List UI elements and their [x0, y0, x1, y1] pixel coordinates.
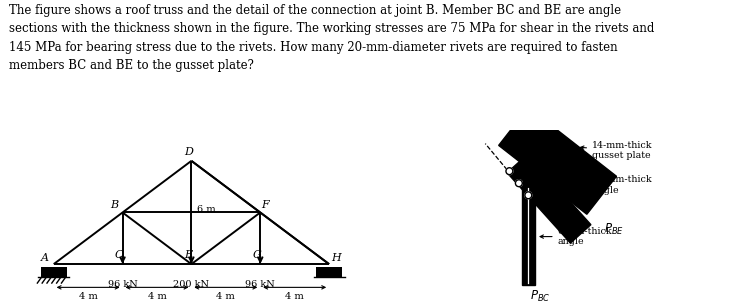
Text: D: D: [184, 146, 193, 156]
Text: 6-mm-thick
angle: 6-mm-thick angle: [540, 227, 612, 246]
Polygon shape: [498, 108, 617, 214]
Text: The figure shows a roof truss and the detail of the connection at joint B. Membe: The figure shows a roof truss and the de…: [9, 4, 654, 72]
Text: A: A: [41, 253, 49, 263]
Circle shape: [525, 192, 532, 199]
Text: 4 m: 4 m: [79, 292, 98, 301]
Text: $P_{BC}$: $P_{BC}$: [530, 289, 551, 302]
Text: C: C: [115, 250, 124, 260]
Text: 96 kN: 96 kN: [108, 281, 137, 290]
Text: 96 kN: 96 kN: [245, 281, 275, 290]
Polygon shape: [41, 267, 66, 277]
Text: 6 m: 6 m: [197, 204, 216, 214]
Text: F: F: [261, 200, 269, 210]
Text: 14-mm-thick
gusset plate: 14-mm-thick gusset plate: [580, 141, 653, 160]
Text: H: H: [331, 253, 341, 263]
Text: 200 kN: 200 kN: [174, 281, 209, 290]
Text: 13-mm-thick
angle: 13-mm-thick angle: [579, 175, 653, 195]
Text: E: E: [184, 250, 192, 260]
Polygon shape: [507, 154, 591, 243]
Polygon shape: [522, 187, 535, 285]
Text: 4 m: 4 m: [285, 292, 304, 301]
Text: $P_{BE}$: $P_{BE}$: [604, 222, 624, 237]
Text: G: G: [253, 250, 261, 260]
Circle shape: [506, 168, 513, 175]
Circle shape: [516, 180, 522, 187]
Polygon shape: [316, 267, 342, 277]
Text: 4 m: 4 m: [148, 292, 166, 301]
Text: B: B: [110, 200, 118, 210]
Text: 4 m: 4 m: [217, 292, 235, 301]
